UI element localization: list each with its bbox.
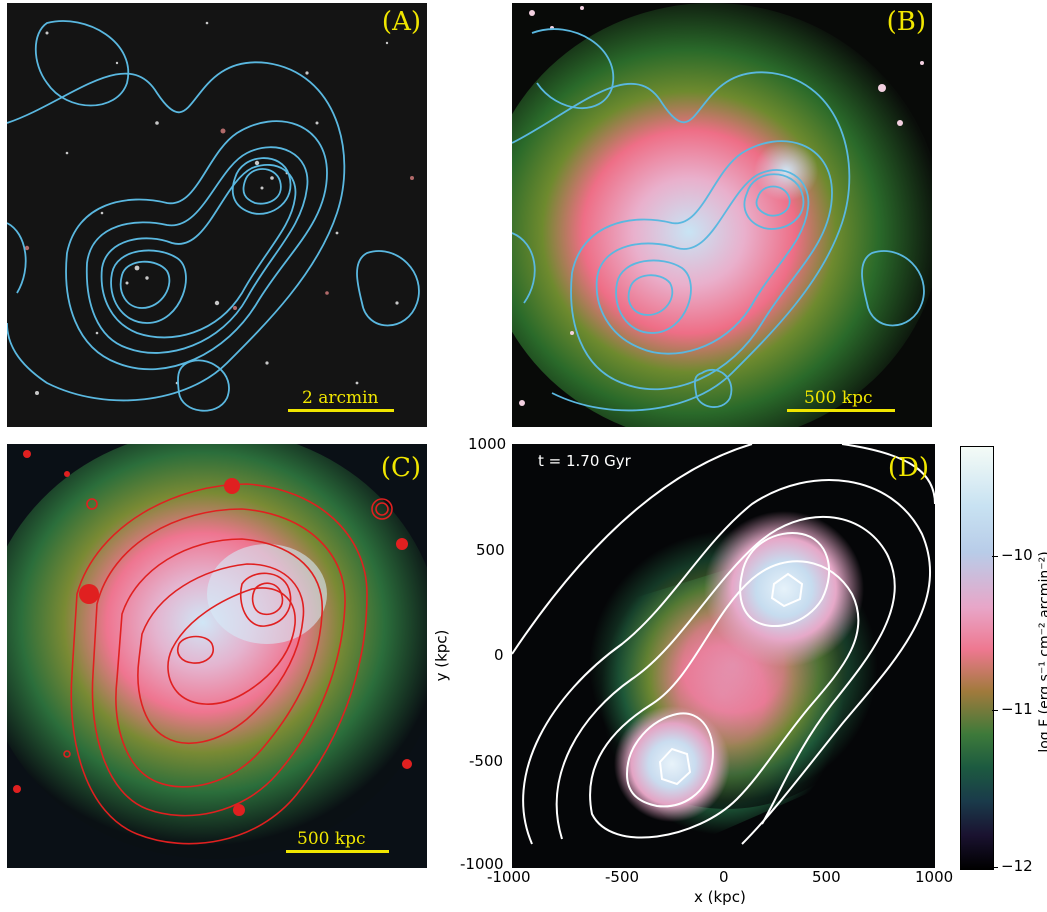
panel-c-label: (C) [380, 453, 421, 483]
panel-b-scalebar-label: 500 kpc [804, 388, 873, 408]
panel-d-plot: t = 1.70 Gyr (D) [512, 444, 935, 868]
panel-d-label: (D) [887, 453, 929, 483]
x-axis-label: x (kpc) [694, 888, 746, 906]
panel-b-label: (B) [886, 7, 926, 37]
panel-d-image [512, 444, 935, 868]
x-tick-minus-1000: -1000 [487, 868, 531, 886]
y-tick-minus-500: -500 [469, 752, 504, 770]
panel-a-scalebar-label: 2 arcmin [302, 388, 379, 408]
colorbar-tick-marks [992, 446, 1000, 870]
y-tick-500: 500 [476, 541, 505, 559]
y-tick-1000: 1000 [468, 435, 507, 453]
panel-c-scalebar [286, 850, 389, 853]
colorbar [960, 446, 994, 870]
y-tick-0: 0 [494, 646, 504, 664]
colorbar-tick-minus-11: −11 [1001, 700, 1033, 718]
panel-a: (A) 2 arcmin [7, 3, 427, 427]
panel-b-scalebar [787, 409, 895, 412]
y-tick-minus-1000: -1000 [460, 855, 504, 873]
panel-a-label: (A) [381, 7, 421, 37]
colorbar-tick-minus-10: −10 [1001, 546, 1033, 564]
colorbar-label: log F (erg s⁻¹ cm⁻² arcmin⁻²) [1037, 551, 1047, 753]
x-tick-0: 0 [719, 868, 729, 886]
colorbar-tick-mark-minus-12 [992, 867, 998, 868]
panel-a-scalebar [288, 409, 394, 412]
panel-d-time-label: t = 1.70 Gyr [538, 452, 631, 470]
colorbar-tick-mark-minus-11 [992, 710, 998, 711]
x-tick-minus-500: -500 [605, 868, 640, 886]
y-axis-label: y (kpc) [432, 629, 451, 682]
x-tick-1000: 1000 [915, 868, 954, 886]
panel-c-scalebar-label: 500 kpc [297, 829, 366, 849]
panel-b-image [512, 3, 932, 427]
panel-b: (B) 500 kpc [512, 3, 932, 427]
x-tick-500: 500 [812, 868, 841, 886]
panel-c-image [7, 444, 427, 868]
panel-a-image [7, 3, 427, 427]
panel-c: (C) 500 kpc [7, 444, 427, 868]
colorbar-tick-minus-12: −12 [1001, 857, 1033, 875]
colorbar-tick-mark-minus-10 [992, 556, 998, 557]
